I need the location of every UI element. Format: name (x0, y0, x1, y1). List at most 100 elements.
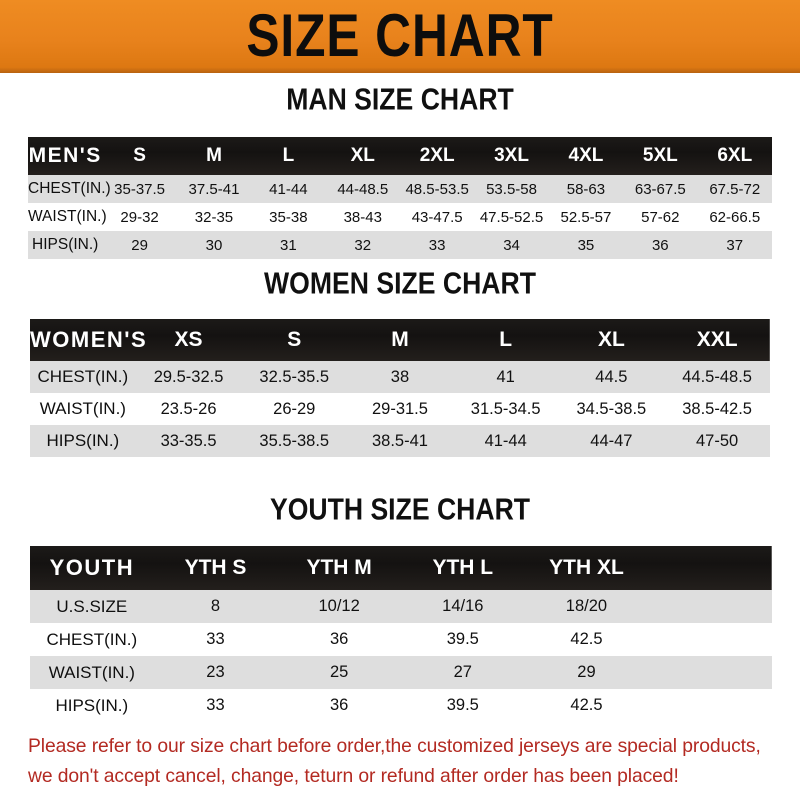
youth-header-col-0: YTH S (184, 556, 247, 579)
youth-row-1-cell-2: 39.5 (446, 630, 479, 648)
women-row-0-cell-0: 29.5-32.5 (153, 367, 224, 386)
table-row: HIPS(IN.) 33-35.5 35.5-38.5 38.5-41 41-4… (30, 425, 770, 457)
women-row-0-cell-2: 38 (390, 367, 410, 386)
men-row-0-cell-5: 53.5-58 (486, 180, 537, 198)
men-row-1-cell-8: 62-66.5 (709, 208, 761, 226)
women-row-1-cell-2: 29-31.5 (371, 399, 428, 418)
youth-row-3-label: HIPS(IN.) (55, 695, 129, 715)
women-row-1-cell-0: 23.5-26 (160, 399, 217, 418)
disclaimer-line-1: Please refer to our size chart before or… (28, 735, 761, 757)
youth-row-3-cell-2: 39.5 (446, 696, 479, 714)
table-row: HIPS(IN.) 29 30 31 32 33 34 35 36 37 (28, 231, 772, 259)
men-size-table: MEN'S S M L XL 2XL 3XL 4XL 5XL 6XL CHEST… (28, 137, 772, 259)
youth-row-2-cell-1: 25 (329, 663, 349, 681)
men-row-1-cell-4: 43-47.5 (411, 208, 463, 226)
youth-row-0-cell-0: 8 (210, 597, 221, 615)
youth-row-0-cell-1: 10/12 (318, 597, 360, 615)
women-header-col-3: L (499, 328, 513, 351)
women-row-0-cell-5: 44.5-48.5 (682, 367, 752, 386)
youth-row-0-spacer (648, 590, 772, 623)
women-row-0-cell-1: 32.5-35.5 (259, 367, 330, 386)
youth-row-2-cell-0: 23 (206, 663, 225, 681)
men-header-col-0: S (133, 145, 146, 166)
women-row-0-cell-4: 44.5 (595, 367, 628, 386)
youth-row-1-spacer (648, 623, 772, 656)
youth-row-0-cell-3: 18/20 (565, 597, 608, 615)
table-row: WAIST(IN.) 23.5-26 26-29 29-31.5 31.5-34… (30, 393, 770, 425)
women-row-2-cell-0: 33-35.5 (160, 431, 217, 450)
disclaimer-line-2: we don't accept cancel, change, teturn o… (28, 765, 679, 788)
women-section-title: WOMEN SIZE CHART (264, 266, 536, 301)
men-header-col-7: 5XL (642, 145, 678, 166)
men-row-2-cell-6: 35 (577, 236, 595, 254)
youth-header-col-3: YTH XL (549, 556, 624, 579)
women-row-1-cell-5: 38.5-42.5 (682, 399, 752, 418)
men-row-2-cell-4: 33 (428, 236, 446, 254)
men-row-1-cell-3: 38-43 (343, 208, 382, 226)
table-row: CHEST(IN.) 35-37.5 37.5-41 41-44 44-48.5… (28, 175, 772, 203)
youth-row-2-label: WAIST(IN.) (48, 662, 135, 682)
youth-row-1-label: CHEST(IN.) (46, 629, 138, 649)
men-row-0-cell-7: 63-67.5 (634, 180, 686, 198)
women-header-col-0: XS (174, 328, 203, 351)
women-row-0-cell-3: 41 (496, 367, 515, 386)
youth-header-label: YOUTH (49, 555, 135, 580)
youth-row-2-cell-2: 27 (453, 663, 472, 681)
men-row-0-cell-3: 44-48.5 (337, 180, 389, 198)
men-row-2-cell-3: 32 (354, 236, 372, 254)
table-row: U.S.SIZE 8 10/12 14/16 18/20 (30, 590, 772, 623)
men-header-col-3: XL (350, 145, 375, 166)
women-row-2-label: HIPS(IN.) (46, 431, 120, 450)
women-row-2-cell-4: 44-47 (590, 431, 633, 450)
men-header-col-5: 3XL (494, 145, 529, 166)
men-row-1-cell-0: 29-32 (120, 208, 159, 226)
disclaimer: Please refer to our size chart before or… (28, 731, 772, 791)
table-row: WAIST(IN.) 23 25 27 29 (30, 656, 772, 689)
youth-row-3-spacer (648, 689, 772, 722)
women-header-col-4: XL (597, 328, 625, 351)
women-header-col-1: S (287, 328, 302, 351)
men-row-1-label: WAIST(IN.) (28, 208, 107, 225)
youth-row-3-cell-3: 42.5 (570, 696, 603, 714)
men-row-0-cell-8: 67.5-72 (709, 180, 761, 198)
banner: SIZE CHART (0, 0, 800, 73)
men-header-label: MEN'S (28, 144, 102, 167)
men-row-1-cell-5: 47.5-52.5 (479, 208, 544, 226)
table-row: WAIST(IN.) 29-32 32-35 35-38 38-43 43-47… (28, 203, 772, 231)
youth-row-0-cell-2: 14/16 (442, 597, 484, 615)
men-row-2-cell-8: 37 (726, 236, 744, 254)
youth-row-1-cell-1: 36 (329, 630, 349, 648)
men-row-2-cell-7: 36 (651, 236, 669, 254)
table-row: HIPS(IN.) 33 36 39.5 42.5 (30, 689, 772, 722)
women-row-1-cell-4: 34.5-38.5 (576, 399, 647, 418)
men-row-0-cell-2: 41-44 (269, 180, 308, 198)
man-section-title: MAN SIZE CHART (286, 82, 514, 117)
men-row-2-cell-1: 30 (205, 236, 223, 254)
women-row-2-cell-3: 41-44 (484, 431, 527, 450)
men-row-0-cell-4: 48.5-53.5 (405, 180, 469, 198)
men-row-1-cell-7: 57-62 (641, 208, 680, 226)
women-header-col-2: M (391, 328, 409, 351)
youth-header-spacer (648, 546, 772, 590)
banner-title: SIZE CHART (246, 1, 554, 70)
men-row-1-cell-6: 52.5-57 (560, 208, 612, 226)
youth-row-0-label: U.S.SIZE (56, 596, 128, 616)
men-row-2-cell-0: 29 (131, 236, 148, 254)
youth-row-3-cell-1: 36 (329, 696, 349, 714)
men-table-header-row: MEN'S S M L XL 2XL 3XL 4XL 5XL 6XL (28, 137, 772, 175)
youth-row-1-cell-0: 33 (206, 630, 225, 648)
women-size-table: WOMEN'S XS S M L XL XXL CHEST(IN.) 29.5-… (30, 319, 770, 457)
women-row-1-cell-3: 31.5-34.5 (470, 399, 541, 418)
women-row-1-cell-1: 26-29 (273, 399, 316, 418)
women-row-2-cell-1: 35.5-38.5 (259, 431, 330, 450)
men-row-0-cell-6: 58-63 (566, 180, 606, 198)
youth-row-2-cell-3: 29 (577, 663, 596, 681)
men-row-2-cell-2: 31 (280, 236, 297, 254)
youth-row-3-cell-0: 33 (206, 696, 225, 714)
women-table-header-row: WOMEN'S XS S M L XL XXL (30, 319, 770, 361)
men-header-col-2: L (282, 145, 295, 166)
youth-row-1-cell-3: 42.5 (570, 630, 603, 648)
youth-row-2-spacer (648, 656, 772, 689)
men-row-1-cell-2: 35-38 (269, 208, 308, 226)
